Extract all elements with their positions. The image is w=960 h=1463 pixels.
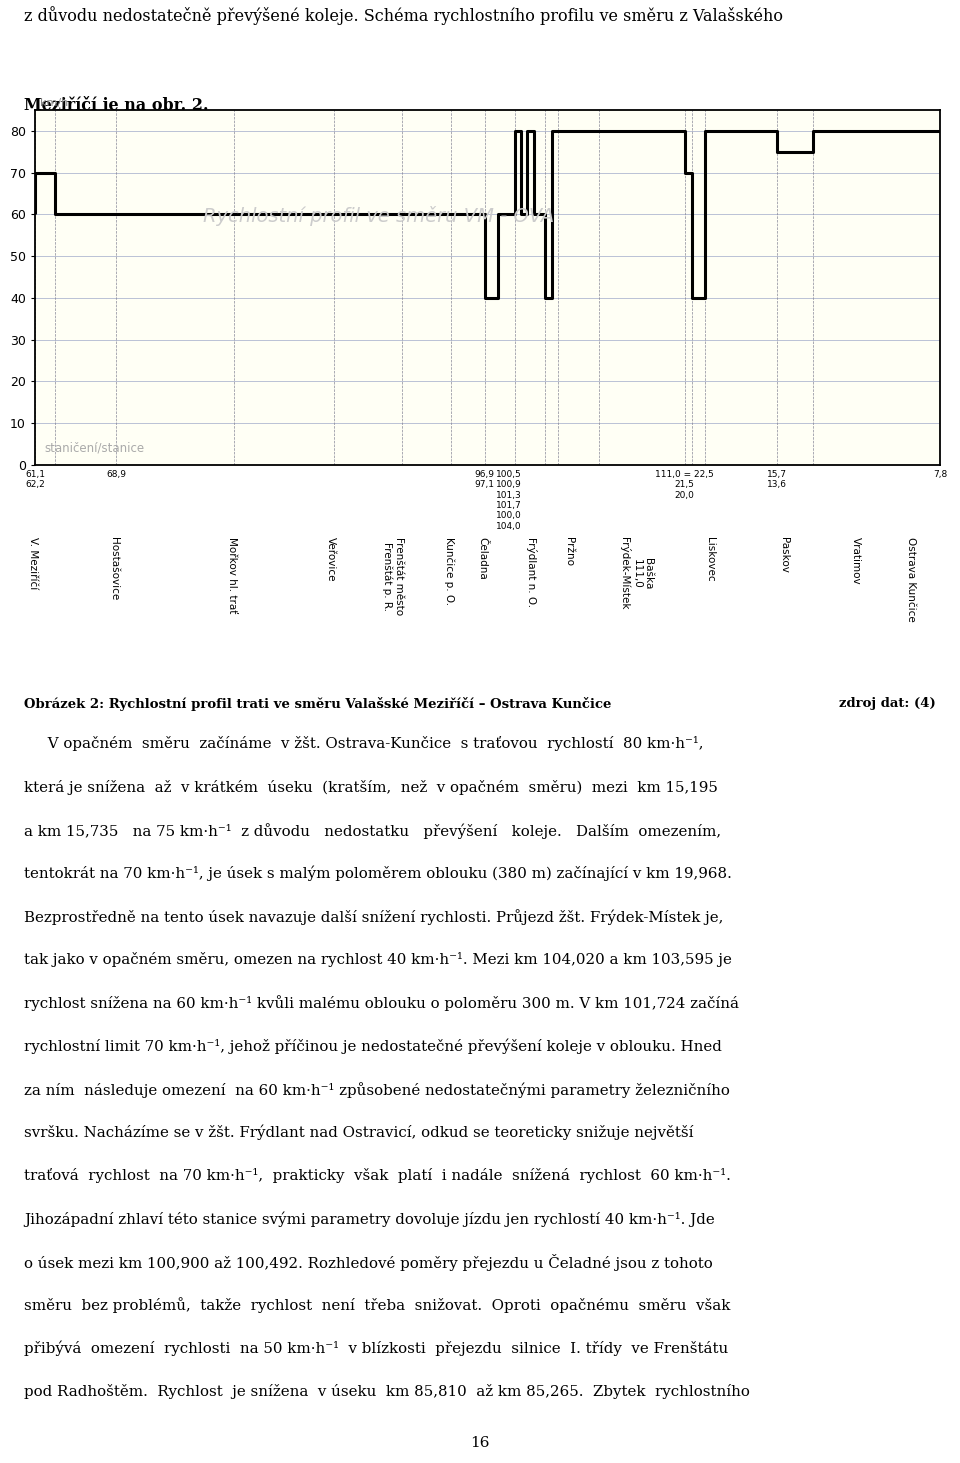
Text: traťová  rychlost  na 70 km·h⁻¹,  prakticky  však  platí  i nadále  snížená  ryc: traťová rychlost na 70 km·h⁻¹, prakticky… <box>24 1167 731 1184</box>
Text: 96,9
97,1: 96,9 97,1 <box>475 470 494 489</box>
Text: Baška
111,0
Frýdek-Místek: Baška 111,0 Frýdek-Místek <box>618 537 653 610</box>
Text: Paskov: Paskov <box>779 537 789 573</box>
Text: pod Radhoštěm.  Rychlost  je snížena  v úseku  km 85,810  až km 85,265.  Zbytek : pod Radhoštěm. Rychlost je snížena v úse… <box>24 1384 750 1399</box>
Text: staničení/stanice: staničení/stanice <box>44 442 144 455</box>
Text: svršku. Nacházíme se v žšt. Frýdlant nad Ostravicí, odkud se teoreticky snižuje : svršku. Nacházíme se v žšt. Frýdlant nad… <box>24 1125 693 1140</box>
Text: 7,8: 7,8 <box>933 470 948 478</box>
Text: Jihozápadní zhlaví této stanice svými parametry dovoluje jízdu jen rychlostí 40 : Jihozápadní zhlaví této stanice svými pa… <box>24 1211 715 1226</box>
Text: přibývá  omezení  rychlosti  na 50 km·h⁻¹  v blízkosti  přejezdu  silnice  I. tř: přibývá omezení rychlosti na 50 km·h⁻¹ v… <box>24 1340 729 1356</box>
Text: Vratimov: Vratimov <box>852 537 861 585</box>
Text: a km 15,735   na 75 km·h⁻¹  z důvodu   nedostatku   převýšení   koleje.   Dalším: a km 15,735 na 75 km·h⁻¹ z důvodu nedost… <box>24 822 721 838</box>
Text: Bezprostředně na tento úsek navazuje další snížení rychlosti. Průjezd žšt. Frýde: Bezprostředně na tento úsek navazuje dal… <box>24 909 724 925</box>
Text: Veřovice: Veřovice <box>326 537 336 582</box>
Text: 15,7
13,6: 15,7 13,6 <box>767 470 787 489</box>
Text: Frenštát město
Frenštát p. R.: Frenštát město Frenštát p. R. <box>382 537 404 616</box>
Text: Kunčice p. O.: Kunčice p. O. <box>444 537 454 606</box>
Text: z důvodu nedostatečně převýšené koleje. Schéma rychlostního profilu ve směru z V: z důvodu nedostatečně převýšené koleje. … <box>24 6 783 25</box>
Text: Hostašovice: Hostašovice <box>109 537 119 601</box>
Text: Čeladna: Čeladna <box>477 537 488 581</box>
Text: V opačném  směru  začínáme  v žšt. Ostrava-Kunčice  s traťovou  rychlostí  80 km: V opačném směru začínáme v žšt. Ostrava-… <box>24 736 704 752</box>
Text: za ním  následuje omezení  na 60 km·h⁻¹ způsobené nedostatečnými parametry želez: za ním následuje omezení na 60 km·h⁻¹ zp… <box>24 1081 730 1097</box>
Text: 111,0 = 22,5
21,5
20,0: 111,0 = 22,5 21,5 20,0 <box>656 470 714 500</box>
Text: tak jako v opačném směru, omezen na rychlost 40 km·h⁻¹. Mezi km 104,020 a km 103: tak jako v opačném směru, omezen na rych… <box>24 952 732 967</box>
Text: Meziříčí je na obr. 2.: Meziříčí je na obr. 2. <box>24 97 208 114</box>
Text: 68,9: 68,9 <box>107 470 127 478</box>
Text: rychlostní limit 70 km·h⁻¹, jehož příčinou je nedostatečné převýšení koleje v ob: rychlostní limit 70 km·h⁻¹, jehož příčin… <box>24 1039 722 1053</box>
Text: tentokrát na 70 km·h⁻¹, je úsek s malým poloměrem oblouku (380 m) začínající v k: tentokrát na 70 km·h⁻¹, je úsek s malým … <box>24 866 732 881</box>
Text: 16: 16 <box>470 1435 490 1450</box>
Text: Obrázek 2: Rychlostní profil trati ve směru Valašské Meziříčí – Ostrava Kunčice: Obrázek 2: Rychlostní profil trati ve sm… <box>24 696 612 711</box>
Text: km/h: km/h <box>39 98 68 108</box>
Text: Liskovec: Liskovec <box>705 537 714 582</box>
Text: V. Meziříčí: V. Meziříčí <box>28 537 37 590</box>
Text: o úsek mezi km 100,900 až 100,492. Rozhledové poměry přejezdu u Čeladné jsou z t: o úsek mezi km 100,900 až 100,492. Rozhl… <box>24 1254 712 1271</box>
Text: Rychlostní profil ve směru VM - OVA: Rychlostní profil ve směru VM - OVA <box>204 206 555 227</box>
Text: Frýdlant n. O.: Frýdlant n. O. <box>526 537 538 607</box>
Text: která je snížena  až  v krátkém  úseku  (kratším,  než  v opačném  směru)  mezi : která je snížena až v krátkém úseku (kra… <box>24 780 718 794</box>
Text: Mořkov hl. trať: Mořkov hl. trať <box>227 537 237 614</box>
Text: 100,5
100,9
101,3
101,7
100,0
104,0: 100,5 100,9 101,3 101,7 100,0 104,0 <box>496 470 522 531</box>
Text: Ostrava Kunčice: Ostrava Kunčice <box>905 537 916 622</box>
Text: směru  bez problémů,  takže  rychlost  není  třeba  snižovat.  Oproti  opačnému : směru bez problémů, takže rychlost není … <box>24 1298 731 1314</box>
Text: zdroj dat: (4): zdroj dat: (4) <box>839 696 936 710</box>
Text: rychlost snížena na 60 km·h⁻¹ kvůli malému oblouku o poloměru 300 m. V km 101,72: rychlost snížena na 60 km·h⁻¹ kvůli malé… <box>24 995 739 1011</box>
Text: Pržno: Pržno <box>564 537 574 566</box>
Text: 61,1
62,2: 61,1 62,2 <box>25 470 45 489</box>
